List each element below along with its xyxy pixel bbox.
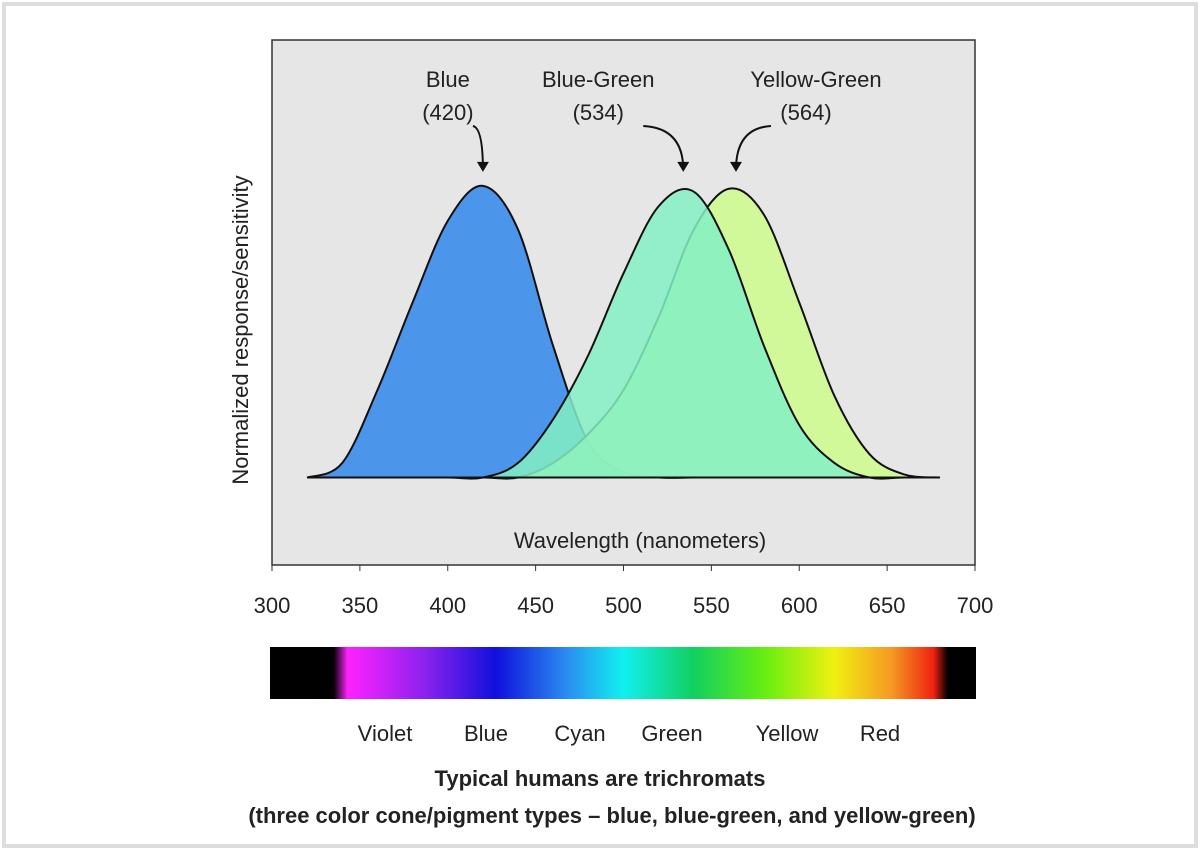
- annotation-value: (534): [573, 100, 624, 125]
- y-axis-label: Normalized response/sensitivity: [228, 175, 253, 484]
- x-tick-label: 650: [869, 593, 906, 618]
- annotation-label: Blue: [426, 67, 470, 92]
- spectrum-label: Red: [860, 721, 900, 746]
- annotation-value: (564): [780, 100, 831, 125]
- x-axis-label: Wavelength (nanometers): [514, 528, 766, 553]
- spectrum-label: Violet: [358, 721, 413, 746]
- subcaption: (three color cone/pigment types – blue, …: [248, 803, 975, 828]
- area: [307, 187, 940, 480]
- x-tick-label: 300: [254, 593, 291, 618]
- annotation-value: (420): [422, 100, 473, 125]
- annotation-label: Yellow-Green: [750, 67, 881, 92]
- x-tick-label: 500: [605, 593, 642, 618]
- x-tick-label: 700: [957, 593, 994, 618]
- x-tick-label: 400: [429, 593, 466, 618]
- arrow-head: [729, 161, 742, 172]
- spectrum-label: Cyan: [554, 721, 605, 746]
- spectrum-bar: [270, 647, 976, 699]
- arrow-head: [476, 161, 489, 172]
- spectrum-label: Green: [641, 721, 702, 746]
- arrow-head: [677, 161, 690, 172]
- x-tick-label: 600: [781, 593, 818, 618]
- x-tick-label: 350: [342, 593, 379, 618]
- spectrum-label: Yellow: [756, 721, 819, 746]
- x-tick-label: 450: [517, 593, 554, 618]
- x-tick-label: 550: [693, 593, 730, 618]
- spectrum-label: Blue: [464, 721, 508, 746]
- annotation-label: Blue-Green: [542, 67, 655, 92]
- caption: Typical humans are trichromats: [435, 766, 766, 791]
